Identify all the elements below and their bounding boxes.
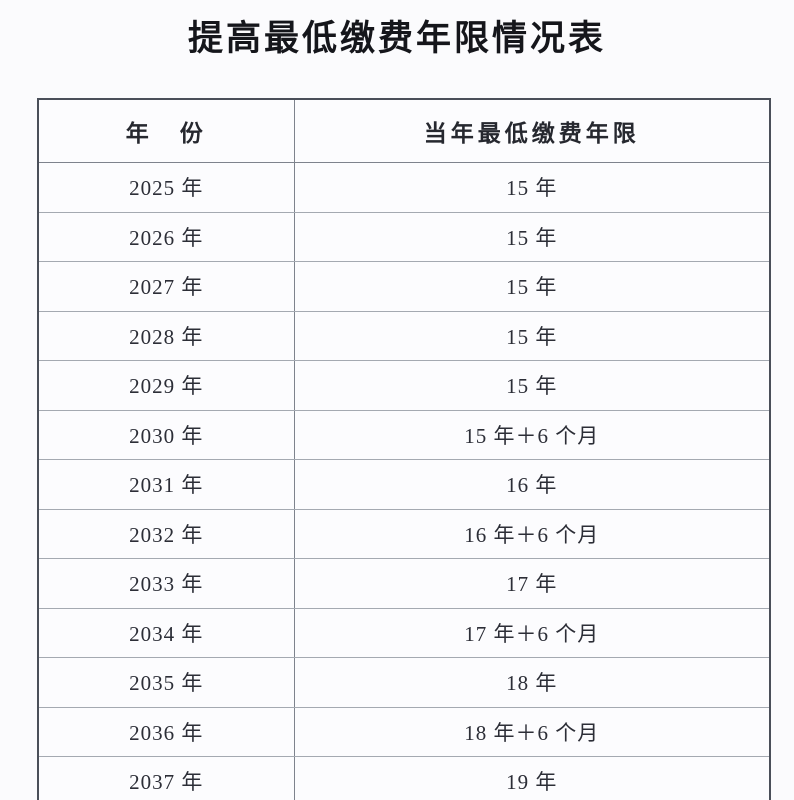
value-cell: 15 年＋6 个月 bbox=[293, 410, 770, 460]
column-header-year: 年 份 bbox=[38, 99, 294, 163]
table-row: 2032 年 16 年＋6 个月 bbox=[38, 509, 770, 559]
table-row: 2031 年 16 年 bbox=[38, 459, 770, 510]
year-cell: 2033 年 bbox=[38, 558, 294, 609]
value-cell: 15 年 bbox=[293, 360, 770, 411]
year-cell: 2025 年 bbox=[38, 162, 294, 213]
value-cell: 15 年 bbox=[293, 212, 770, 262]
year-cell: 2030 年 bbox=[38, 410, 294, 460]
value-cell: 15 年 bbox=[293, 261, 770, 312]
table-row: 2036 年 18 年＋6 个月 bbox=[38, 707, 770, 757]
table-row: 2028 年 15 年 bbox=[38, 311, 770, 361]
table-row: 2033 年 17 年 bbox=[38, 558, 770, 609]
table-row: 2027 年 15 年 bbox=[38, 261, 770, 312]
table-row: 2025 年 15 年 bbox=[38, 162, 770, 213]
table-row: 2029 年 15 年 bbox=[38, 360, 770, 411]
value-cell: 15 年 bbox=[293, 311, 770, 361]
value-cell: 16 年＋6 个月 bbox=[293, 509, 770, 559]
value-cell: 18 年＋6 个月 bbox=[293, 707, 770, 757]
value-cell: 17 年 bbox=[293, 558, 770, 609]
year-cell: 2035 年 bbox=[38, 657, 294, 708]
table-row: 2026 年 15 年 bbox=[38, 212, 770, 262]
value-cell: 15 年 bbox=[293, 162, 770, 213]
table-row: 2035 年 18 年 bbox=[38, 657, 770, 708]
table-row: 2030 年 15 年＋6 个月 bbox=[38, 410, 770, 460]
column-header-min-years: 当年最低缴费年限 bbox=[293, 99, 770, 163]
year-cell: 2031 年 bbox=[38, 459, 294, 510]
year-cell: 2037 年 bbox=[38, 756, 294, 800]
value-cell: 19 年 bbox=[293, 756, 770, 800]
year-cell: 2029 年 bbox=[38, 360, 294, 411]
header-row: 年 份 当年最低缴费年限 bbox=[38, 99, 770, 163]
table-row: 2034 年 17 年＋6 个月 bbox=[38, 608, 770, 658]
year-cell: 2026 年 bbox=[38, 212, 294, 262]
table-row: 2037 年 19 年 bbox=[38, 756, 770, 800]
year-cell: 2036 年 bbox=[38, 707, 294, 757]
year-cell: 2027 年 bbox=[38, 261, 294, 312]
year-cell: 2032 年 bbox=[38, 509, 294, 559]
year-cell: 2034 年 bbox=[38, 608, 294, 658]
value-cell: 17 年＋6 个月 bbox=[293, 608, 770, 658]
value-cell: 16 年 bbox=[293, 459, 770, 510]
page-title: 提高最低缴费年限情况表 bbox=[187, 19, 606, 58]
year-cell: 2028 年 bbox=[38, 311, 294, 361]
contribution-years-table: 年 份 当年最低缴费年限 2025 年 15 年 2026 年 15 年 202… bbox=[37, 98, 771, 800]
value-cell: 18 年 bbox=[293, 657, 770, 708]
